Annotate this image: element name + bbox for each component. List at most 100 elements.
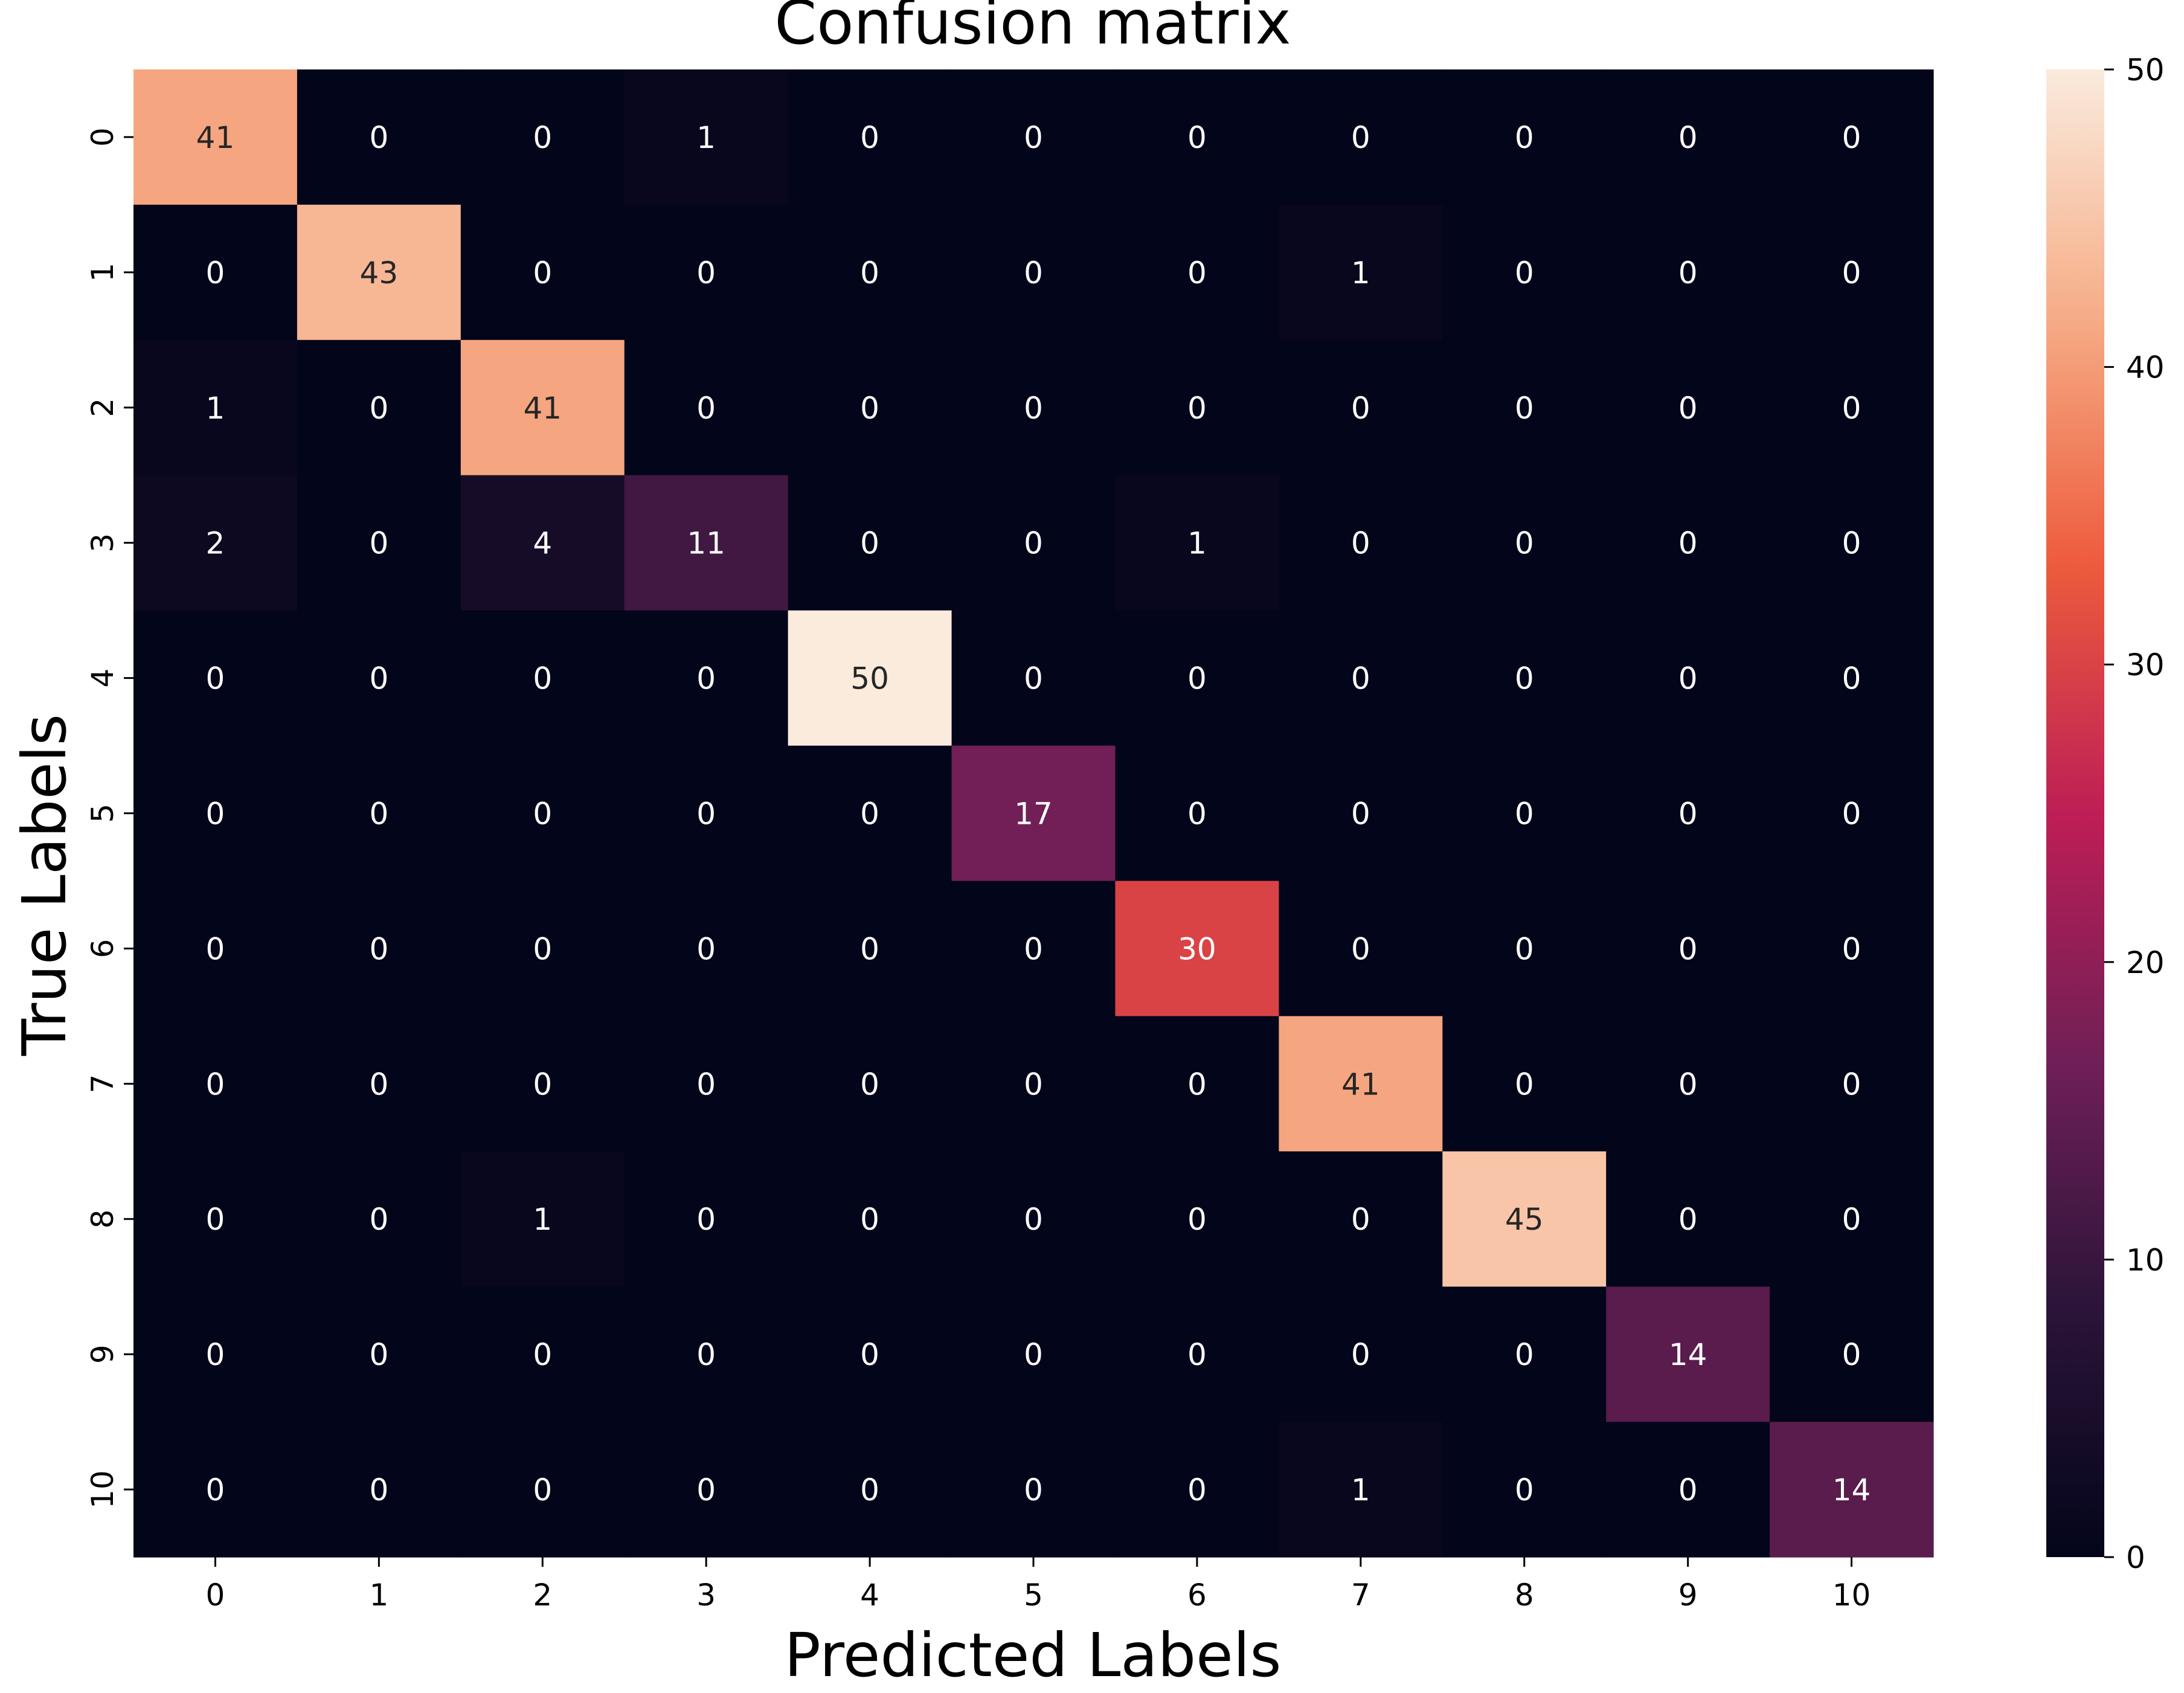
- x-tick-label: 10: [1832, 1578, 1871, 1613]
- y-axis-label: True Labels: [9, 714, 80, 1056]
- heatmap-cell: [1279, 475, 1443, 611]
- heatmap-cell: [1442, 475, 1607, 611]
- cell-value-label: 41: [1341, 1067, 1380, 1102]
- cell-value-label: 0: [1351, 526, 1370, 561]
- heatmap-cell: [624, 475, 789, 611]
- cell-value-label: 0: [696, 255, 716, 291]
- x-axis-label: Predicted Labels: [784, 1620, 1281, 1691]
- cell-value-label: 0: [696, 391, 716, 426]
- y-tick-label: 2: [85, 398, 120, 417]
- heatmap-cell: [1279, 69, 1443, 205]
- heatmap-cell: [1115, 881, 1279, 1017]
- cell-value-label: 0: [1351, 1202, 1370, 1237]
- cell-value-label: 0: [1351, 120, 1370, 155]
- cell-value-label: 0: [1024, 661, 1043, 696]
- cell-value-label: 0: [206, 661, 225, 696]
- heatmap-cell: [1442, 1151, 1607, 1287]
- heatmap-cell: [460, 339, 625, 476]
- heatmap-cell: [788, 745, 952, 882]
- heatmap-cell: [1606, 1422, 1770, 1558]
- x-tick-label: 6: [1187, 1578, 1207, 1613]
- cell-value-label: 0: [206, 797, 225, 832]
- cell-value-label: 0: [369, 1202, 388, 1237]
- cell-value-label: 0: [1842, 391, 1861, 426]
- heatmap-cell: [1442, 1287, 1607, 1422]
- cell-value-label: 0: [1351, 1337, 1370, 1372]
- heatmap-cell: [1442, 1422, 1607, 1558]
- heatmap-cell: [1115, 1422, 1279, 1558]
- heatmap-cell: [133, 1016, 298, 1152]
- cell-value-label: 0: [206, 931, 225, 966]
- chart-title: Confusion matrix: [774, 0, 1291, 58]
- cell-value-label: 0: [1842, 797, 1861, 832]
- heatmap-cell: [1115, 745, 1279, 882]
- heatmap-cell: [1770, 475, 1934, 611]
- heatmap-cell: [1770, 204, 1934, 341]
- heatmap-cell: [624, 204, 789, 341]
- cell-value-label: 0: [1678, 661, 1698, 696]
- heatmap-cell: [1279, 1151, 1443, 1287]
- colorbar-tick-label: 0: [2126, 1540, 2145, 1575]
- cell-value-label: 2: [206, 526, 225, 561]
- cell-value-label: 1: [1187, 526, 1207, 561]
- cell-value-label: 0: [1024, 1337, 1043, 1372]
- cell-value-label: 0: [1515, 931, 1534, 966]
- heatmap-cell: [788, 1422, 952, 1558]
- heatmap-cell: [133, 1287, 298, 1422]
- heatmap-cell: [1770, 1287, 1934, 1422]
- cell-value-label: 0: [533, 661, 552, 696]
- colorbar-tick-label: 10: [2126, 1242, 2165, 1277]
- heatmap-cell: [460, 1287, 625, 1422]
- cell-value-label: 0: [533, 1067, 552, 1102]
- cell-value-label: 0: [1678, 1473, 1698, 1508]
- heatmap-cell: [624, 1287, 789, 1422]
- cell-value-label: 0: [369, 661, 388, 696]
- heatmap-cell: [1279, 745, 1443, 882]
- cell-value-label: 0: [1351, 797, 1370, 832]
- heatmap-cell: [460, 1422, 625, 1558]
- heatmap-cell: [1115, 610, 1279, 747]
- heatmap-cell: [133, 339, 298, 476]
- heatmap-cell: [624, 1422, 789, 1558]
- cell-value-label: 1: [533, 1202, 552, 1237]
- heatmap-cell: [951, 204, 1116, 341]
- y-tick-label: 1: [85, 263, 120, 282]
- heatmap-cell: [297, 1151, 461, 1287]
- cell-value-label: 0: [1842, 1067, 1861, 1102]
- heatmap-cell: [460, 204, 625, 341]
- heatmap-cell: [297, 881, 461, 1017]
- heatmap-cell: [1770, 881, 1934, 1017]
- heatmap-cell: [951, 1287, 1116, 1422]
- heatmap-cell: [788, 69, 952, 205]
- cell-value-label: 0: [1187, 1202, 1207, 1237]
- heatmap-cell: [1606, 745, 1770, 882]
- heatmap-cell: [133, 204, 298, 341]
- cell-value-label: 0: [1515, 391, 1534, 426]
- colorbar-tick-label: 30: [2126, 647, 2165, 683]
- heatmap-cell: [1279, 1422, 1443, 1558]
- cell-value-label: 1: [206, 391, 225, 426]
- cell-value-label: 0: [1024, 391, 1043, 426]
- heatmap-cell: [624, 339, 789, 476]
- cell-value-label: 0: [696, 1067, 716, 1102]
- heatmap-cell: [297, 1287, 461, 1422]
- heatmap-cell: [788, 610, 952, 747]
- heatmap-cell: [297, 610, 461, 747]
- y-tick-label: 0: [85, 127, 120, 147]
- cell-value-label: 0: [860, 255, 879, 291]
- heatmap-cells: 41 0 0 1 0 0 0 0 0 0 00 43 0 0 0 0 0 1 0 0 01 0 41 0 0 0 0 0 0 0 02 0 4 1…: [133, 69, 1934, 1558]
- heatmap-cell: [1770, 339, 1934, 476]
- cell-value-label: 0: [1024, 931, 1043, 966]
- x-tick-label: 8: [1515, 1578, 1534, 1613]
- heatmap-cell: [1279, 881, 1443, 1017]
- cell-value-label: 0: [1024, 1202, 1043, 1237]
- cell-value-label: 0: [1187, 1067, 1207, 1102]
- cell-value-label: 43: [360, 255, 399, 291]
- cell-value-label: 0: [533, 1473, 552, 1508]
- heatmap-cell: [460, 881, 625, 1017]
- heatmap-cell: [1606, 69, 1770, 205]
- cell-value-label: 0: [369, 931, 388, 966]
- cell-value-label: 0: [1678, 120, 1698, 155]
- cell-value-label: 0: [696, 931, 716, 966]
- heatmap-cell: [788, 475, 952, 611]
